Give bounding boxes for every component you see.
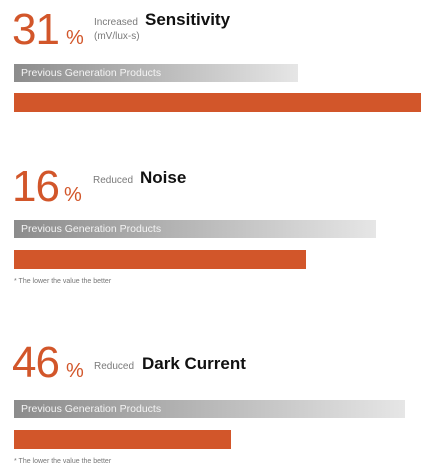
metric-block-dark-current: 46 % Reduced Dark Current Previous Gener… [0,333,421,465]
previous-generation-bar: Previous Generation Products [14,220,376,238]
metric-block-noise: 16 % Reduced Noise Previous Generation P… [0,155,421,295]
previous-generation-label: Previous Generation Products [21,403,162,415]
metric-name: Sensitivity [145,10,231,29]
change-word: Increased [94,17,138,28]
previous-generation-label: Previous Generation Products [21,223,162,235]
metric-unit: (mV/lux-s) [94,31,140,42]
new-product-bar [14,430,231,449]
change-word: Reduced [94,361,135,372]
footnote: * The lower the value the better [14,278,112,285]
headline: 16 % Reduced Noise [12,165,312,215]
percent-sign: % [66,27,84,49]
metric-name: Dark Current [142,354,246,373]
footnote: * The lower the value the better [14,458,112,465]
percent-value: 31 [12,5,60,54]
previous-generation-bar: Previous Generation Products [14,64,298,82]
percent-sign: % [66,360,84,382]
new-product-bar [14,250,306,269]
percent-sign: % [64,184,82,206]
headline: 46 % Reduced Dark Current [12,341,312,391]
previous-generation-bar: Previous Generation Products [14,400,405,418]
percent-value: 16 [12,162,60,211]
metric-name: Noise [140,168,187,187]
headline: 31 % Increased Sensitivity (mV/lux-s) [12,8,312,58]
new-product-bar [14,93,421,112]
metric-block-sensitivity: 31 % Increased Sensitivity (mV/lux-s) Pr… [0,0,421,120]
percent-value: 46 [12,338,60,387]
previous-generation-label: Previous Generation Products [21,67,162,79]
change-word: Reduced [93,175,134,186]
